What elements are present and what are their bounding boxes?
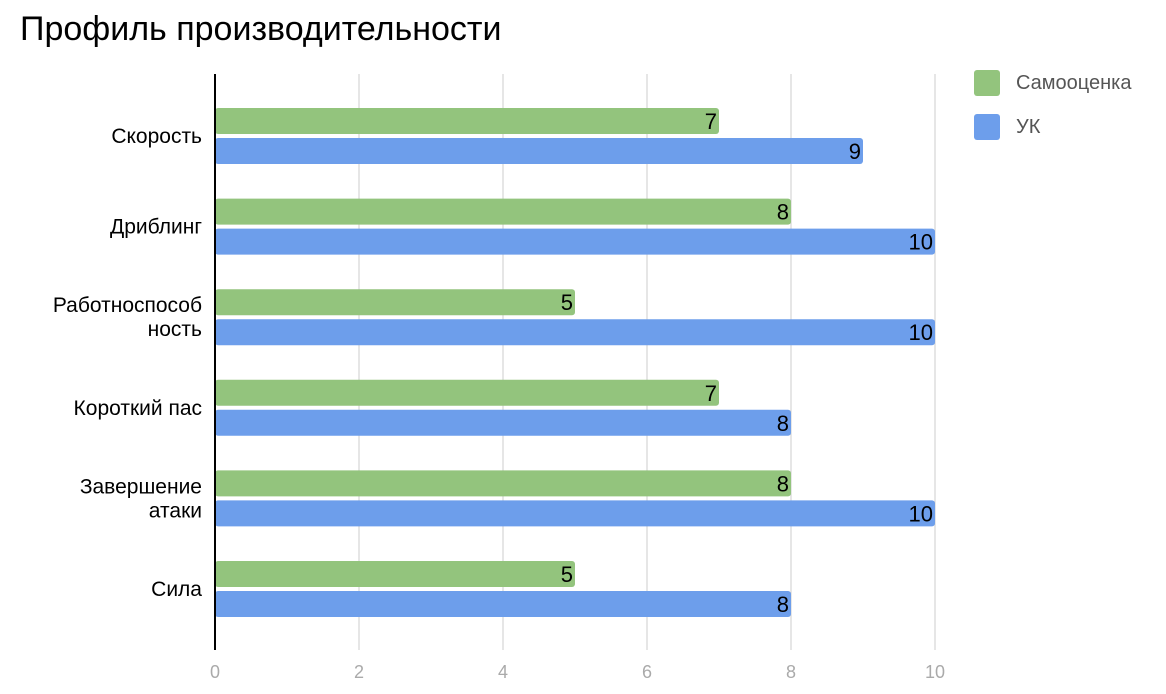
bar-2-0: [215, 138, 863, 164]
category-label: Скорость: [111, 125, 202, 148]
x-tick-label: 10: [925, 662, 945, 682]
data-label: 8: [777, 592, 789, 617]
x-tick-label: 8: [786, 662, 796, 682]
bar-2-2: [215, 319, 935, 346]
category-label: Сила: [151, 578, 202, 601]
legend: Самооценка УК: [974, 70, 1132, 158]
data-label: 8: [777, 200, 789, 225]
data-label: 10: [909, 230, 933, 255]
data-label: 8: [777, 411, 789, 436]
bar-1-0: [215, 108, 719, 134]
chart-title: Профиль производительности: [20, 10, 502, 48]
data-label: 10: [909, 320, 933, 345]
legend-item-series-2[interactable]: УК: [974, 114, 1132, 140]
bar-1-5: [215, 561, 575, 587]
legend-item-series-1[interactable]: Самооценка: [974, 70, 1132, 96]
bar-1-4: [215, 470, 791, 497]
bar-2-5: [215, 591, 791, 617]
x-tick-label: 6: [642, 662, 652, 682]
bar-2-4: [215, 500, 935, 527]
data-label: 7: [705, 381, 717, 406]
data-label: 7: [705, 109, 717, 134]
data-label: 8: [777, 471, 789, 496]
category-label: Работноспособ ность: [53, 294, 202, 341]
legend-label-series-2: УК: [1016, 115, 1041, 138]
data-label: 5: [561, 290, 573, 315]
category-label: Короткий пас: [74, 397, 202, 420]
category-label: Дриблинг: [110, 216, 202, 239]
bar-1-3: [215, 379, 719, 406]
x-tick-label: 2: [354, 662, 364, 682]
legend-label-series-1: Самооценка: [1016, 71, 1132, 94]
legend-swatch-series-1: [974, 70, 1000, 96]
data-label: 9: [849, 139, 861, 164]
legend-swatch-series-2: [974, 114, 1000, 140]
x-tick-label: 0: [210, 662, 220, 682]
bar-1-2: [215, 289, 575, 316]
bar-1-1: [215, 198, 791, 225]
bar-2-1: [215, 228, 935, 255]
data-label: 5: [561, 562, 573, 587]
bar-2-3: [215, 409, 791, 436]
data-label: 10: [909, 501, 933, 526]
x-tick-label: 4: [498, 662, 508, 682]
category-label: Завершение атаки: [80, 475, 202, 522]
